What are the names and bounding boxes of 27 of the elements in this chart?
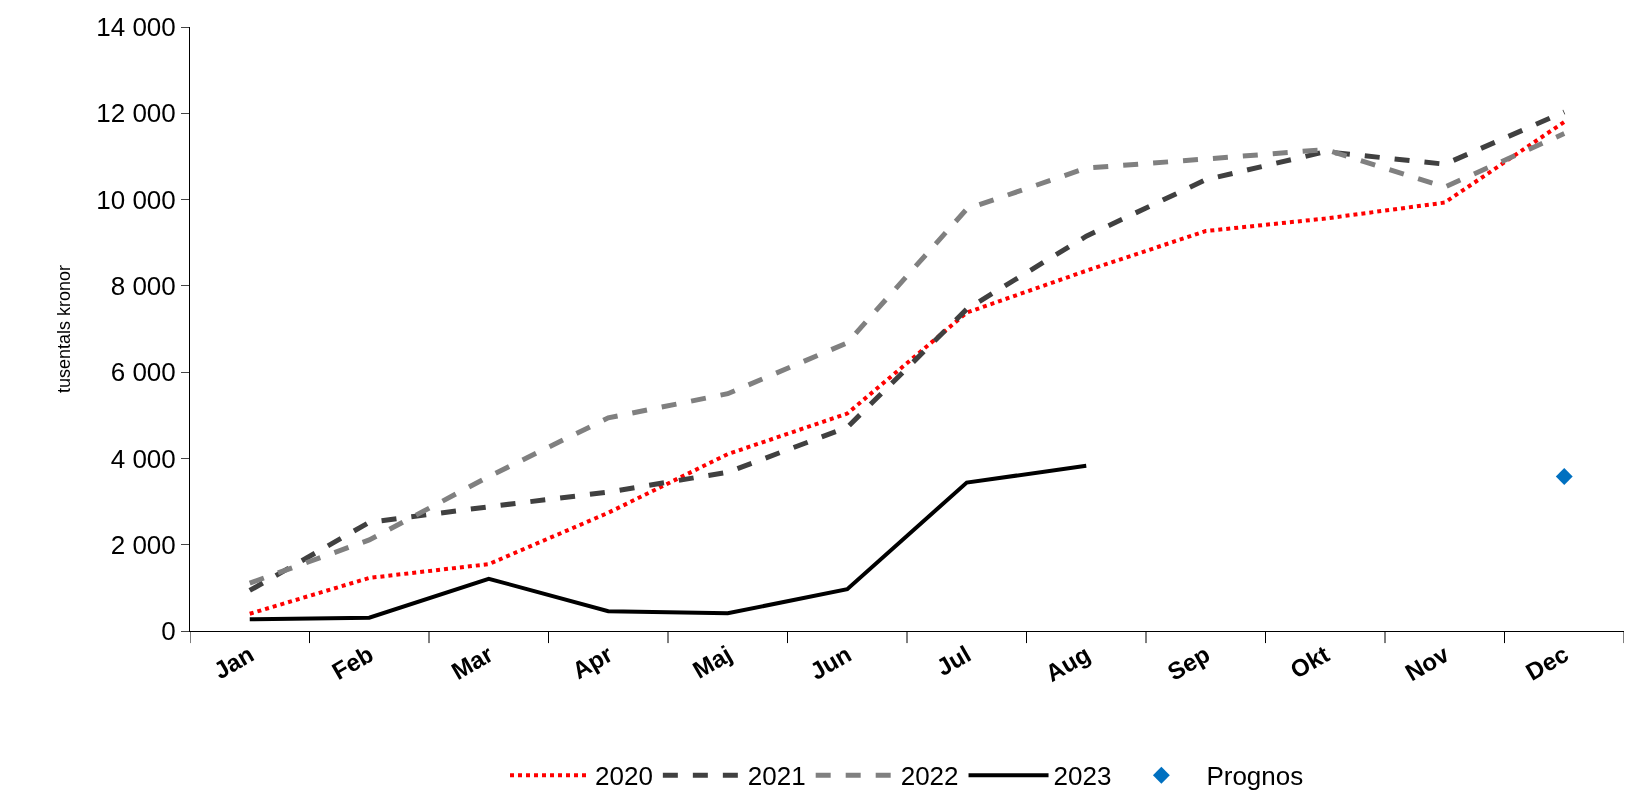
x-tick-label: Okt xyxy=(1285,640,1334,684)
x-tick-label: Feb xyxy=(327,640,378,685)
x-tick-label: Mar xyxy=(446,640,498,685)
y-axis-title: tusentals kronor xyxy=(54,264,75,394)
x-tick-label: Maj xyxy=(688,640,737,684)
x-tick-label: Jun xyxy=(805,640,856,685)
y-tick-label: 0 xyxy=(161,616,176,647)
legend-label: 2021 xyxy=(747,761,806,792)
x-tick-label: Dec xyxy=(1521,640,1573,686)
x-tick-label: Jan xyxy=(208,640,259,685)
x-tick-label: Aug xyxy=(1040,640,1095,687)
y-tick-label: 14 000 xyxy=(96,12,176,43)
y-tick-label: 10 000 xyxy=(96,184,176,215)
x-tick-label: Jul xyxy=(931,640,976,681)
y-tick-label: 4 000 xyxy=(110,443,176,474)
x-tick-label: Apr xyxy=(567,640,617,685)
x-tick-label: Sep xyxy=(1162,640,1215,686)
legend-label: Prognos xyxy=(1206,761,1304,792)
y-tick-label: 8 000 xyxy=(110,270,176,301)
x-tick-label: Nov xyxy=(1400,639,1454,687)
legend-label: 2022 xyxy=(900,761,959,792)
y-tick-label: 12 000 xyxy=(96,98,176,129)
legend-label: 2020 xyxy=(595,761,653,792)
y-tick-label: 6 000 xyxy=(110,357,176,388)
legend-label: 2023 xyxy=(1053,761,1112,792)
line-series xyxy=(247,463,1089,622)
y-tick-label: 2 000 xyxy=(110,529,176,560)
